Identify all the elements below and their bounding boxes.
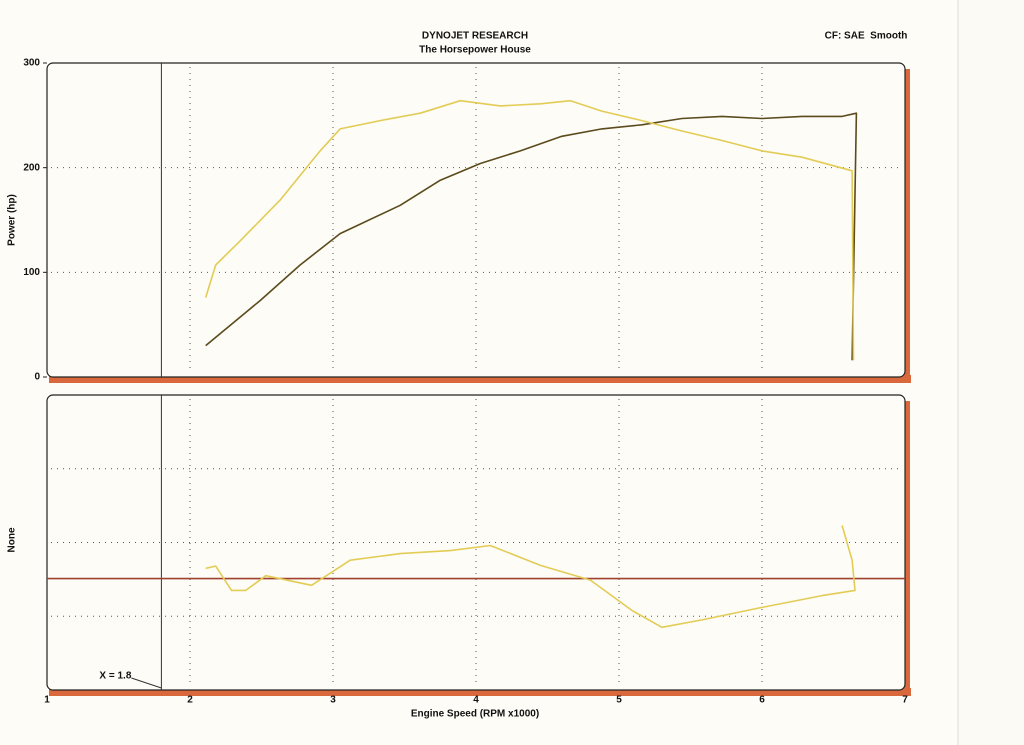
cursor-pointer (131, 677, 162, 689)
corner-note: CF: SAE Smooth (825, 31, 908, 42)
x-tick-label: 1 (44, 695, 50, 706)
x-tick-label: 7 (902, 695, 908, 706)
x-tick-label: 2 (187, 695, 193, 706)
panel (46, 62, 906, 378)
y-tick-label: 300 (23, 58, 40, 69)
data-line (205, 112, 858, 361)
y-tick-label: 100 (23, 267, 40, 278)
x-tick-label: 6 (759, 695, 765, 706)
panel-shadow (903, 401, 910, 696)
chart-title: DYNOJET RESEARCH (422, 31, 528, 42)
x-tick-label: 3 (330, 695, 336, 706)
panel-shadow (49, 688, 911, 696)
data-line (204, 99, 855, 361)
chart-subtitle: The Horsepower House (419, 45, 531, 56)
data-line (205, 525, 856, 629)
panel-shadow (903, 69, 910, 383)
x-tick-label: 5 (616, 695, 622, 706)
y-axis-label: Power (hp) (7, 194, 18, 246)
cursor-label: X = 1.8 (99, 671, 131, 682)
x-axis-label: Engine Speed (RPM x1000) (411, 709, 539, 720)
x-tick-label: 4 (473, 695, 479, 706)
panel-shadow (49, 375, 911, 383)
y-tick-label: 0 (34, 372, 40, 383)
y-axis-label: None (7, 527, 18, 552)
y-tick-label: 200 (23, 162, 40, 173)
